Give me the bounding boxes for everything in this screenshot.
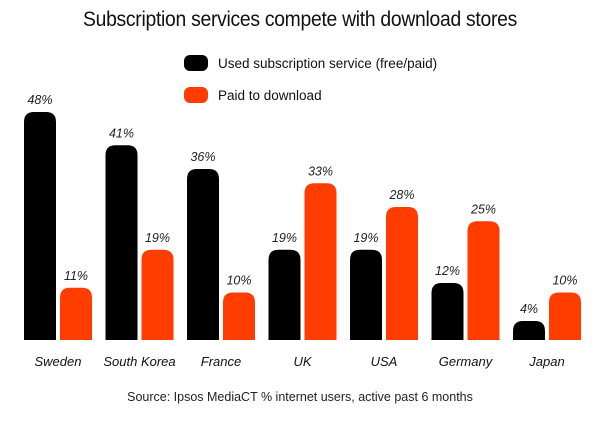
bar-france-series-1 bbox=[187, 169, 219, 340]
category-label-japan: Japan bbox=[528, 354, 564, 369]
data-label-sweden-series-2: 11% bbox=[64, 269, 88, 283]
category-label-south-korea: South Korea bbox=[103, 354, 175, 369]
data-label-uk-series-1: 19% bbox=[272, 231, 297, 245]
bar-sweden-series-1 bbox=[24, 112, 56, 340]
bar-japan-series-2 bbox=[549, 292, 581, 340]
bar-japan-series-1 bbox=[513, 321, 545, 340]
legend-swatch-download bbox=[184, 87, 208, 103]
source-note: Source: Ipsos MediaCT % internet users, … bbox=[127, 390, 473, 404]
bar-usa-series-2 bbox=[386, 207, 418, 340]
bar-sweden-series-2 bbox=[60, 287, 92, 340]
data-label-germany-series-2: 25% bbox=[470, 202, 496, 216]
data-label-france-series-2: 10% bbox=[226, 274, 251, 288]
bar-usa-series-1 bbox=[350, 249, 382, 340]
category-label-uk: UK bbox=[293, 354, 312, 369]
bar-south-korea-series-2 bbox=[141, 249, 174, 340]
legend-label-download: Paid to download bbox=[218, 87, 322, 103]
data-label-sweden-series-1: 48% bbox=[27, 93, 52, 107]
category-label-france: France bbox=[201, 354, 241, 369]
chart-title: Subscription services compete with downl… bbox=[82, 8, 517, 31]
legend-item-subscription: Used subscription service (free/paid) bbox=[184, 55, 437, 71]
data-label-japan-series-1: 4% bbox=[520, 302, 538, 316]
bar-germany-series-1 bbox=[431, 283, 464, 340]
category-label-usa: USA bbox=[371, 354, 398, 369]
category-label-sweden: Sweden bbox=[35, 354, 82, 369]
legend-swatch-subscription bbox=[184, 55, 208, 71]
data-label-uk-series-2: 33% bbox=[308, 164, 333, 178]
bar-germany-series-2 bbox=[467, 221, 500, 340]
data-label-south-korea-series-2: 19% bbox=[145, 231, 170, 245]
data-label-usa-series-2: 28% bbox=[388, 188, 414, 202]
data-label-france-series-1: 36% bbox=[190, 150, 215, 164]
bar-south-korea-series-1 bbox=[105, 145, 138, 340]
bar-uk-series-1 bbox=[268, 249, 301, 340]
legend-label-subscription: Used subscription service (free/paid) bbox=[218, 55, 438, 71]
category-label-germany: Germany bbox=[439, 354, 494, 369]
data-label-usa-series-1: 19% bbox=[353, 231, 378, 245]
bar-uk-series-2 bbox=[304, 183, 337, 340]
data-label-japan-series-2: 10% bbox=[552, 274, 577, 288]
bar-france-series-2 bbox=[223, 292, 255, 340]
legend-item-download: Paid to download bbox=[184, 87, 322, 103]
data-label-south-korea-series-1: 41% bbox=[109, 126, 134, 140]
data-label-germany-series-1: 12% bbox=[435, 264, 460, 278]
